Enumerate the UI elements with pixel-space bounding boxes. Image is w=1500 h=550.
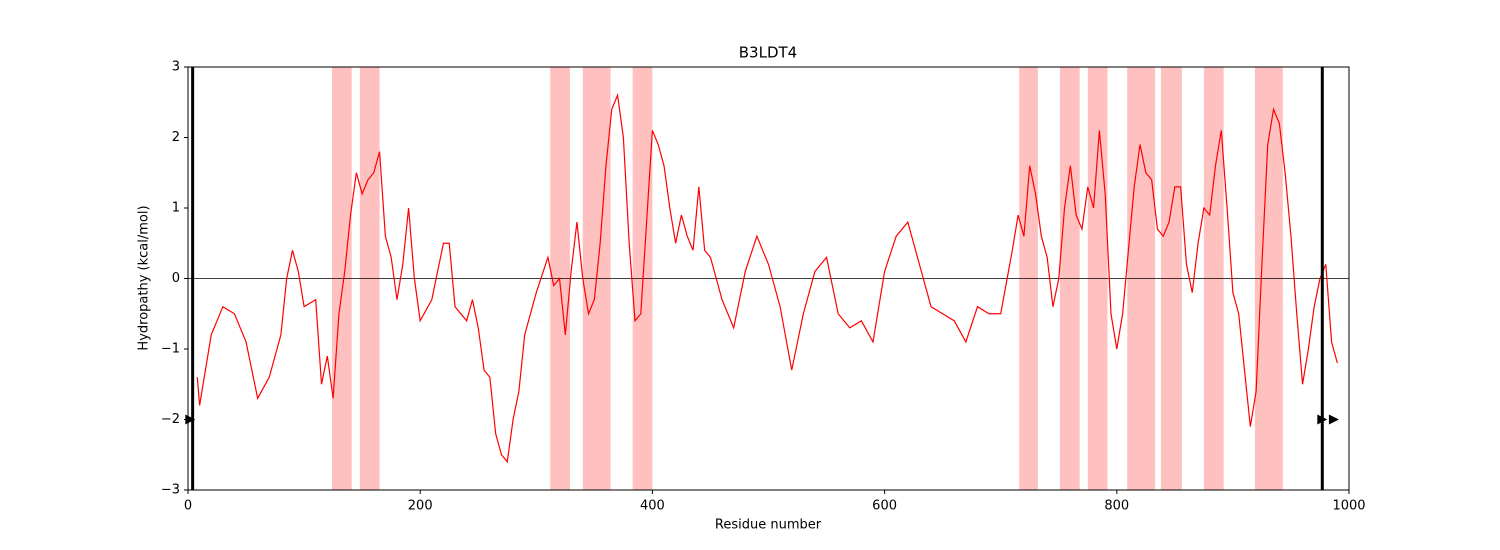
y-tick-label: −3 <box>161 483 180 498</box>
x-axis-label: Residue number <box>715 518 822 533</box>
chart-title: B3LDT4 <box>739 44 797 62</box>
arrow-marker <box>1317 414 1328 425</box>
x-tick-label: 800 <box>1104 499 1129 514</box>
arrow-marker <box>1328 414 1339 425</box>
hydropathy-line <box>196 92 1338 464</box>
x-tick-label: 400 <box>640 499 665 514</box>
y-tick-label: 0 <box>172 271 180 286</box>
y-tick-label: −2 <box>161 412 180 427</box>
y-tick-label: −1 <box>161 342 180 357</box>
x-tick-label: 200 <box>408 499 433 514</box>
x-tick-label: 0 <box>184 499 192 514</box>
y-tick-label: 1 <box>172 201 180 216</box>
x-tick-label: 600 <box>872 499 897 514</box>
y-axis-label: Hydropathy (kcal/mol) <box>137 205 152 350</box>
x-tick-label: 1000 <box>1332 499 1365 514</box>
y-tick-label: 2 <box>172 130 180 145</box>
y-tick-label: 3 <box>172 60 180 75</box>
